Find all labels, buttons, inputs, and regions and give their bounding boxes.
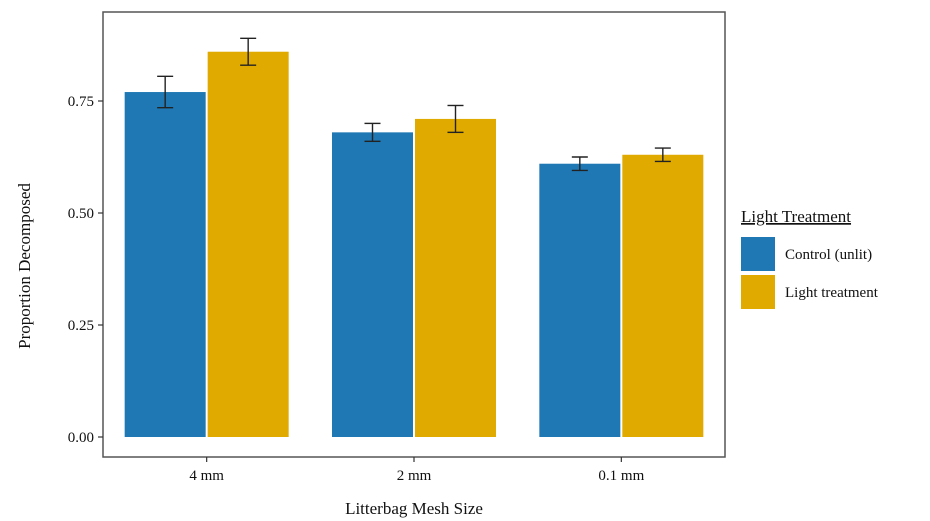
bar-light-2 xyxy=(622,154,704,437)
bar-control-1 xyxy=(332,132,413,438)
error-bar xyxy=(571,156,588,172)
bar-light-1 xyxy=(415,118,496,438)
bar-control-2 xyxy=(539,163,621,437)
error-bar xyxy=(447,104,464,134)
error-bar xyxy=(157,75,174,109)
legend-label-control: Control (unlit) xyxy=(785,247,872,263)
error-bar xyxy=(364,122,381,143)
y-axis-title: Proportion Decomposed xyxy=(15,183,34,349)
legend-label-light: Light treatment xyxy=(785,285,879,301)
error-bar xyxy=(240,37,257,66)
y-tick-label: 0.25 xyxy=(68,318,94,334)
x-axis: 4 mm 2 mm 0.1 mm xyxy=(189,457,645,484)
y-axis: 0.00 0.25 0.50 0.75 xyxy=(68,94,103,446)
bar-light-0 xyxy=(207,51,289,437)
bars-layer xyxy=(124,51,704,438)
x-tick-label: 2 mm xyxy=(397,468,432,484)
legend-title: Light Treatment xyxy=(741,207,851,226)
error-bar xyxy=(654,147,671,163)
x-axis-title: Litterbag Mesh Size xyxy=(345,499,483,518)
legend-swatch-control xyxy=(741,237,775,271)
x-tick-label: 0.1 mm xyxy=(598,468,644,484)
x-tick-label: 4 mm xyxy=(189,468,224,484)
plot-panel xyxy=(102,11,726,458)
y-tick-label: 0.75 xyxy=(68,94,94,110)
y-tick-label: 0.50 xyxy=(68,206,94,222)
y-tick-label: 0.00 xyxy=(68,430,94,446)
legend-swatch-light xyxy=(741,275,775,309)
legend: Light Treatment Control (unlit) Light tr… xyxy=(741,207,879,309)
error-bars-layer xyxy=(157,37,671,172)
bar-control-0 xyxy=(124,92,206,437)
